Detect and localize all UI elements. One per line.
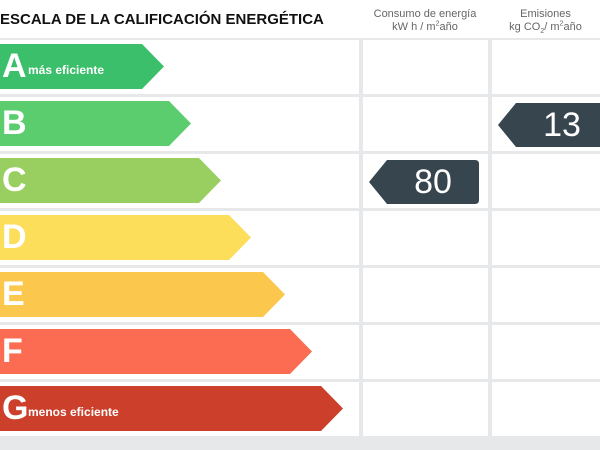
- emissions-header-unit: kg CO2/ m2año: [509, 20, 582, 36]
- band-e-arrow: [0, 272, 285, 317]
- consumption-header-unit: kW h / m2año: [392, 20, 458, 33]
- band-f-letter: F: [2, 332, 23, 370]
- band-g-letter: G: [2, 389, 29, 427]
- band-f: F: [0, 329, 312, 374]
- consumption-header-label: Consumo de energía: [373, 8, 477, 20]
- emissions-rating-indicator: 13: [498, 103, 600, 147]
- band-b: B: [0, 101, 191, 146]
- consumption-indicator-arrow: [369, 160, 479, 204]
- band-e: E: [0, 272, 285, 317]
- emissions-indicator-arrow: [498, 103, 600, 147]
- row-f-consumption-cell: [363, 325, 488, 379]
- emissions-rating-value: 13: [543, 106, 581, 144]
- band-b-shape: [0, 101, 191, 146]
- row-e-consumption-cell: [363, 268, 488, 322]
- page-title: ESCALA DE LA CALIFICACIÓN ENERGÉTICA: [0, 11, 324, 28]
- row-b-consumption-cell: [363, 97, 488, 151]
- band-a-shape: [0, 44, 164, 89]
- band-c-arrow: [0, 158, 221, 203]
- consumption-rating-value: 80: [414, 163, 452, 201]
- band-g-arrow: [0, 386, 343, 431]
- row-a-emissions-cell: [492, 40, 600, 94]
- row-c-emissions-cell: [492, 154, 600, 208]
- emissions-column-header: Emisiones kg CO2/ m2año: [491, 8, 600, 36]
- band-d-letter: D: [2, 218, 27, 256]
- band-b-letter: B: [2, 104, 27, 142]
- band-d-shape: [0, 215, 251, 260]
- row-f-emissions-cell: [492, 325, 600, 379]
- row-e-emissions-cell: [492, 268, 600, 322]
- row-a-consumption-cell: [363, 40, 488, 94]
- band-f-shape: [0, 329, 312, 374]
- emissions-indicator-shape: [498, 103, 600, 147]
- band-a-arrow: [0, 44, 164, 89]
- consumption-indicator-shape: [369, 160, 479, 204]
- band-c-letter: C: [2, 161, 27, 199]
- band-a-letter: A: [2, 47, 27, 85]
- scale-header: ESCALA DE LA CALIFICACIÓN ENERGÉTICA Con…: [0, 0, 600, 38]
- band-f-arrow: [0, 329, 312, 374]
- band-g-shape: [0, 386, 343, 431]
- row-g-consumption-cell: [363, 382, 488, 436]
- band-a-note: más eficiente: [28, 63, 105, 77]
- row-d-consumption-cell: [363, 211, 488, 265]
- band-d-arrow: [0, 215, 251, 260]
- row-g-emissions-cell: [492, 382, 600, 436]
- consumption-column-header: Consumo de energía kW h / m2año: [362, 8, 488, 34]
- band-e-shape: [0, 272, 285, 317]
- consumption-rating-indicator: 80: [369, 160, 479, 204]
- band-b-arrow: [0, 101, 191, 146]
- band-g-note: menos eficiente: [28, 405, 119, 419]
- band-e-letter: E: [2, 275, 25, 313]
- band-c: C: [0, 158, 221, 203]
- band-d: D: [0, 215, 251, 260]
- row-d-emissions-cell: [492, 211, 600, 265]
- band-c-shape: [0, 158, 221, 203]
- emissions-header-label: Emisiones: [520, 8, 571, 20]
